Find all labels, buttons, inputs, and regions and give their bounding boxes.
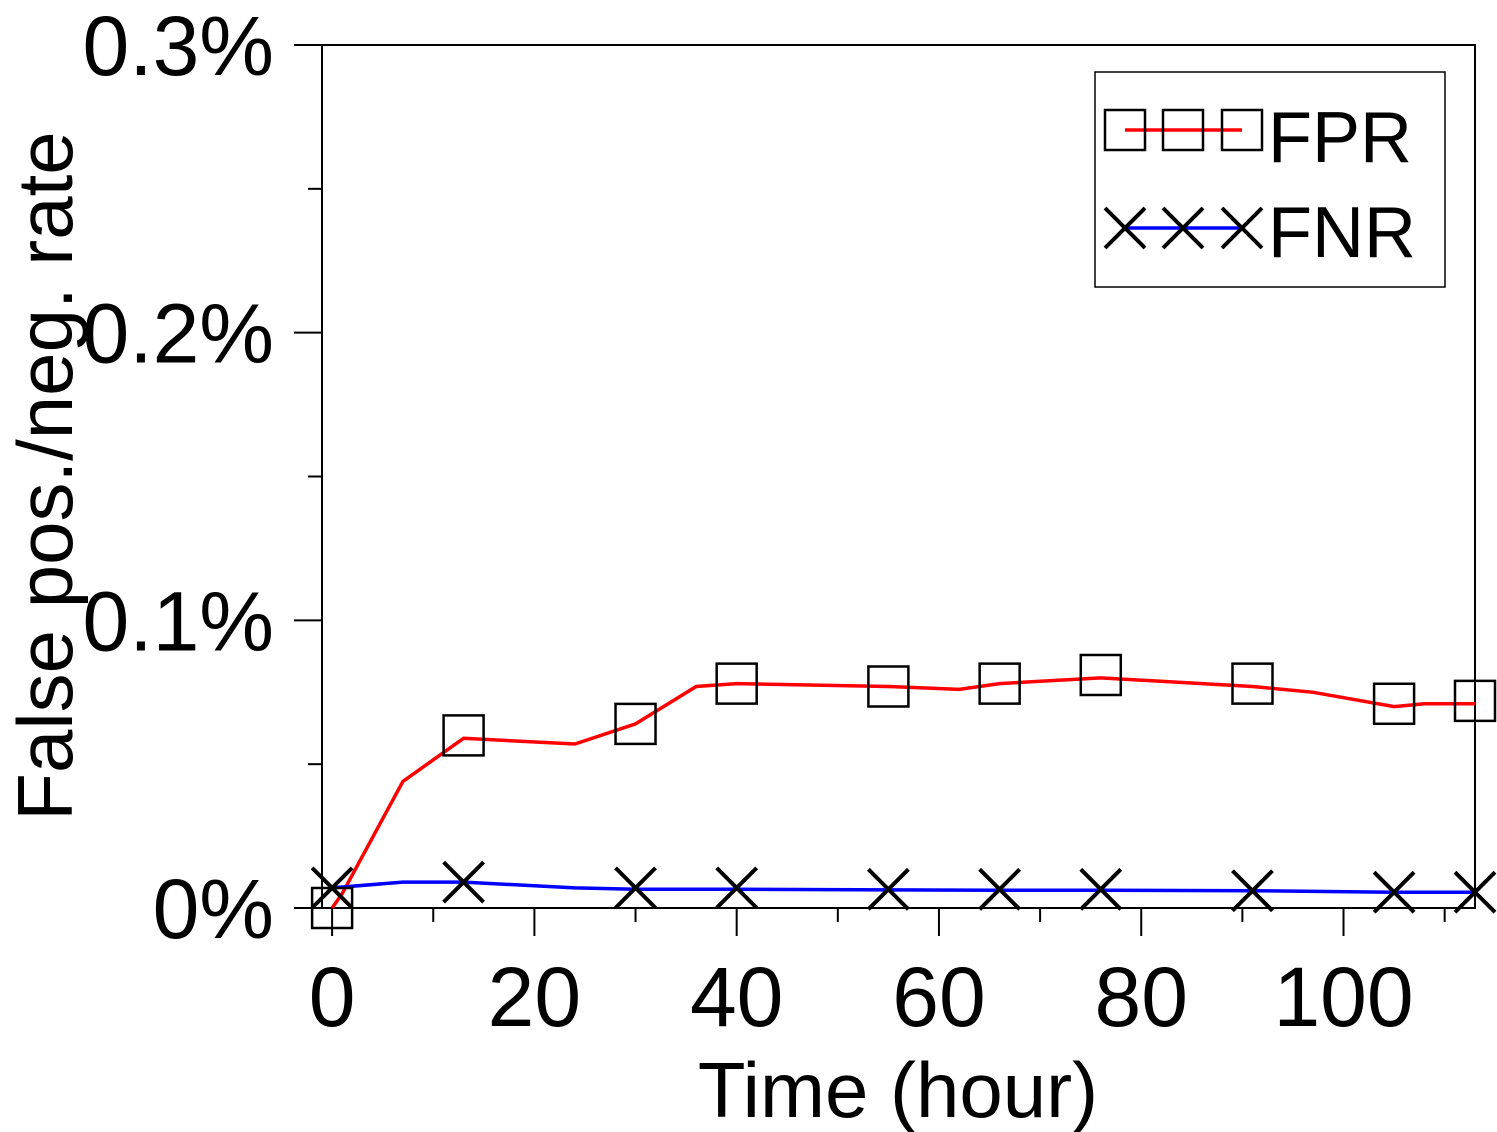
data-point-fnr [310,866,354,910]
marker-stroke [1103,206,1147,250]
legend-marker-fnr [1161,206,1205,250]
data-point-fpr [1372,682,1416,726]
marker-stroke [310,866,354,910]
series-line-fnr [331,880,1475,894]
data-point-fpr [614,702,657,746]
legend-marker-fnr [1103,206,1147,250]
x-tick-label: 20 [488,950,581,1044]
legend-label-fnr: FNR [1268,193,1416,273]
data-point-fnr [1231,869,1274,913]
marker-stroke [1453,870,1497,914]
marker-stroke [978,867,1022,911]
x-tick-label: 80 [1095,950,1188,1044]
data-point-fnr [978,867,1022,911]
data-point-fpr [1231,662,1274,705]
series-markers [310,653,1497,930]
marker-stroke [614,866,657,910]
marker-stroke [1372,870,1416,914]
x-axis-title: Time (hour) [698,1046,1098,1132]
legend-box [1094,71,1446,288]
data-point-fnr [1372,870,1416,914]
marker-stroke [1231,869,1274,913]
marker-stroke [1079,867,1123,911]
y-tick-label: 0.1% [83,574,274,668]
x-tick-label: 60 [892,950,985,1044]
data-point-fnr [614,866,657,910]
y-tick-label: 0.3% [83,0,274,93]
marker-stroke [1161,206,1205,250]
data-point-fnr [866,867,910,911]
legend-marker-fpr [1103,108,1147,152]
legend-marker-fpr [1220,108,1264,152]
data-point-fnr [442,860,486,904]
y-axis-title: False pos./neg. rate [1,131,89,820]
x-tick-label: 0 [309,950,356,1044]
y-tick-label: 0% [153,862,274,956]
marker-stroke [866,867,910,911]
x-tick-label: 100 [1273,950,1413,1044]
data-point-fnr [1453,870,1497,914]
data-point-fpr [978,662,1021,705]
data-point-fpr [1079,653,1123,697]
y-tick-label: 0.2% [83,287,274,381]
data-point-fpr [867,665,910,708]
legend-marker-fpr [1161,108,1205,152]
data-point-fpr [442,714,485,757]
axis-ticks: 0% 0.1% 0.2% 0.3% 0 20 40 60 80 100 [83,0,1446,1044]
legend-marker-fnr [1220,206,1264,250]
data-point-fpr [715,662,758,705]
data-point-fpr [1453,679,1497,723]
marker-stroke [442,860,486,904]
legend: FPR FNR [1094,71,1446,288]
marker-stroke [715,866,759,910]
data-point-fnr [715,866,759,910]
data-point-fnr [1079,867,1123,911]
marker-stroke [1220,206,1264,250]
x-tick-label: 40 [690,950,783,1044]
legend-label-fpr: FPR [1268,98,1412,178]
legend-items [1103,108,1264,250]
